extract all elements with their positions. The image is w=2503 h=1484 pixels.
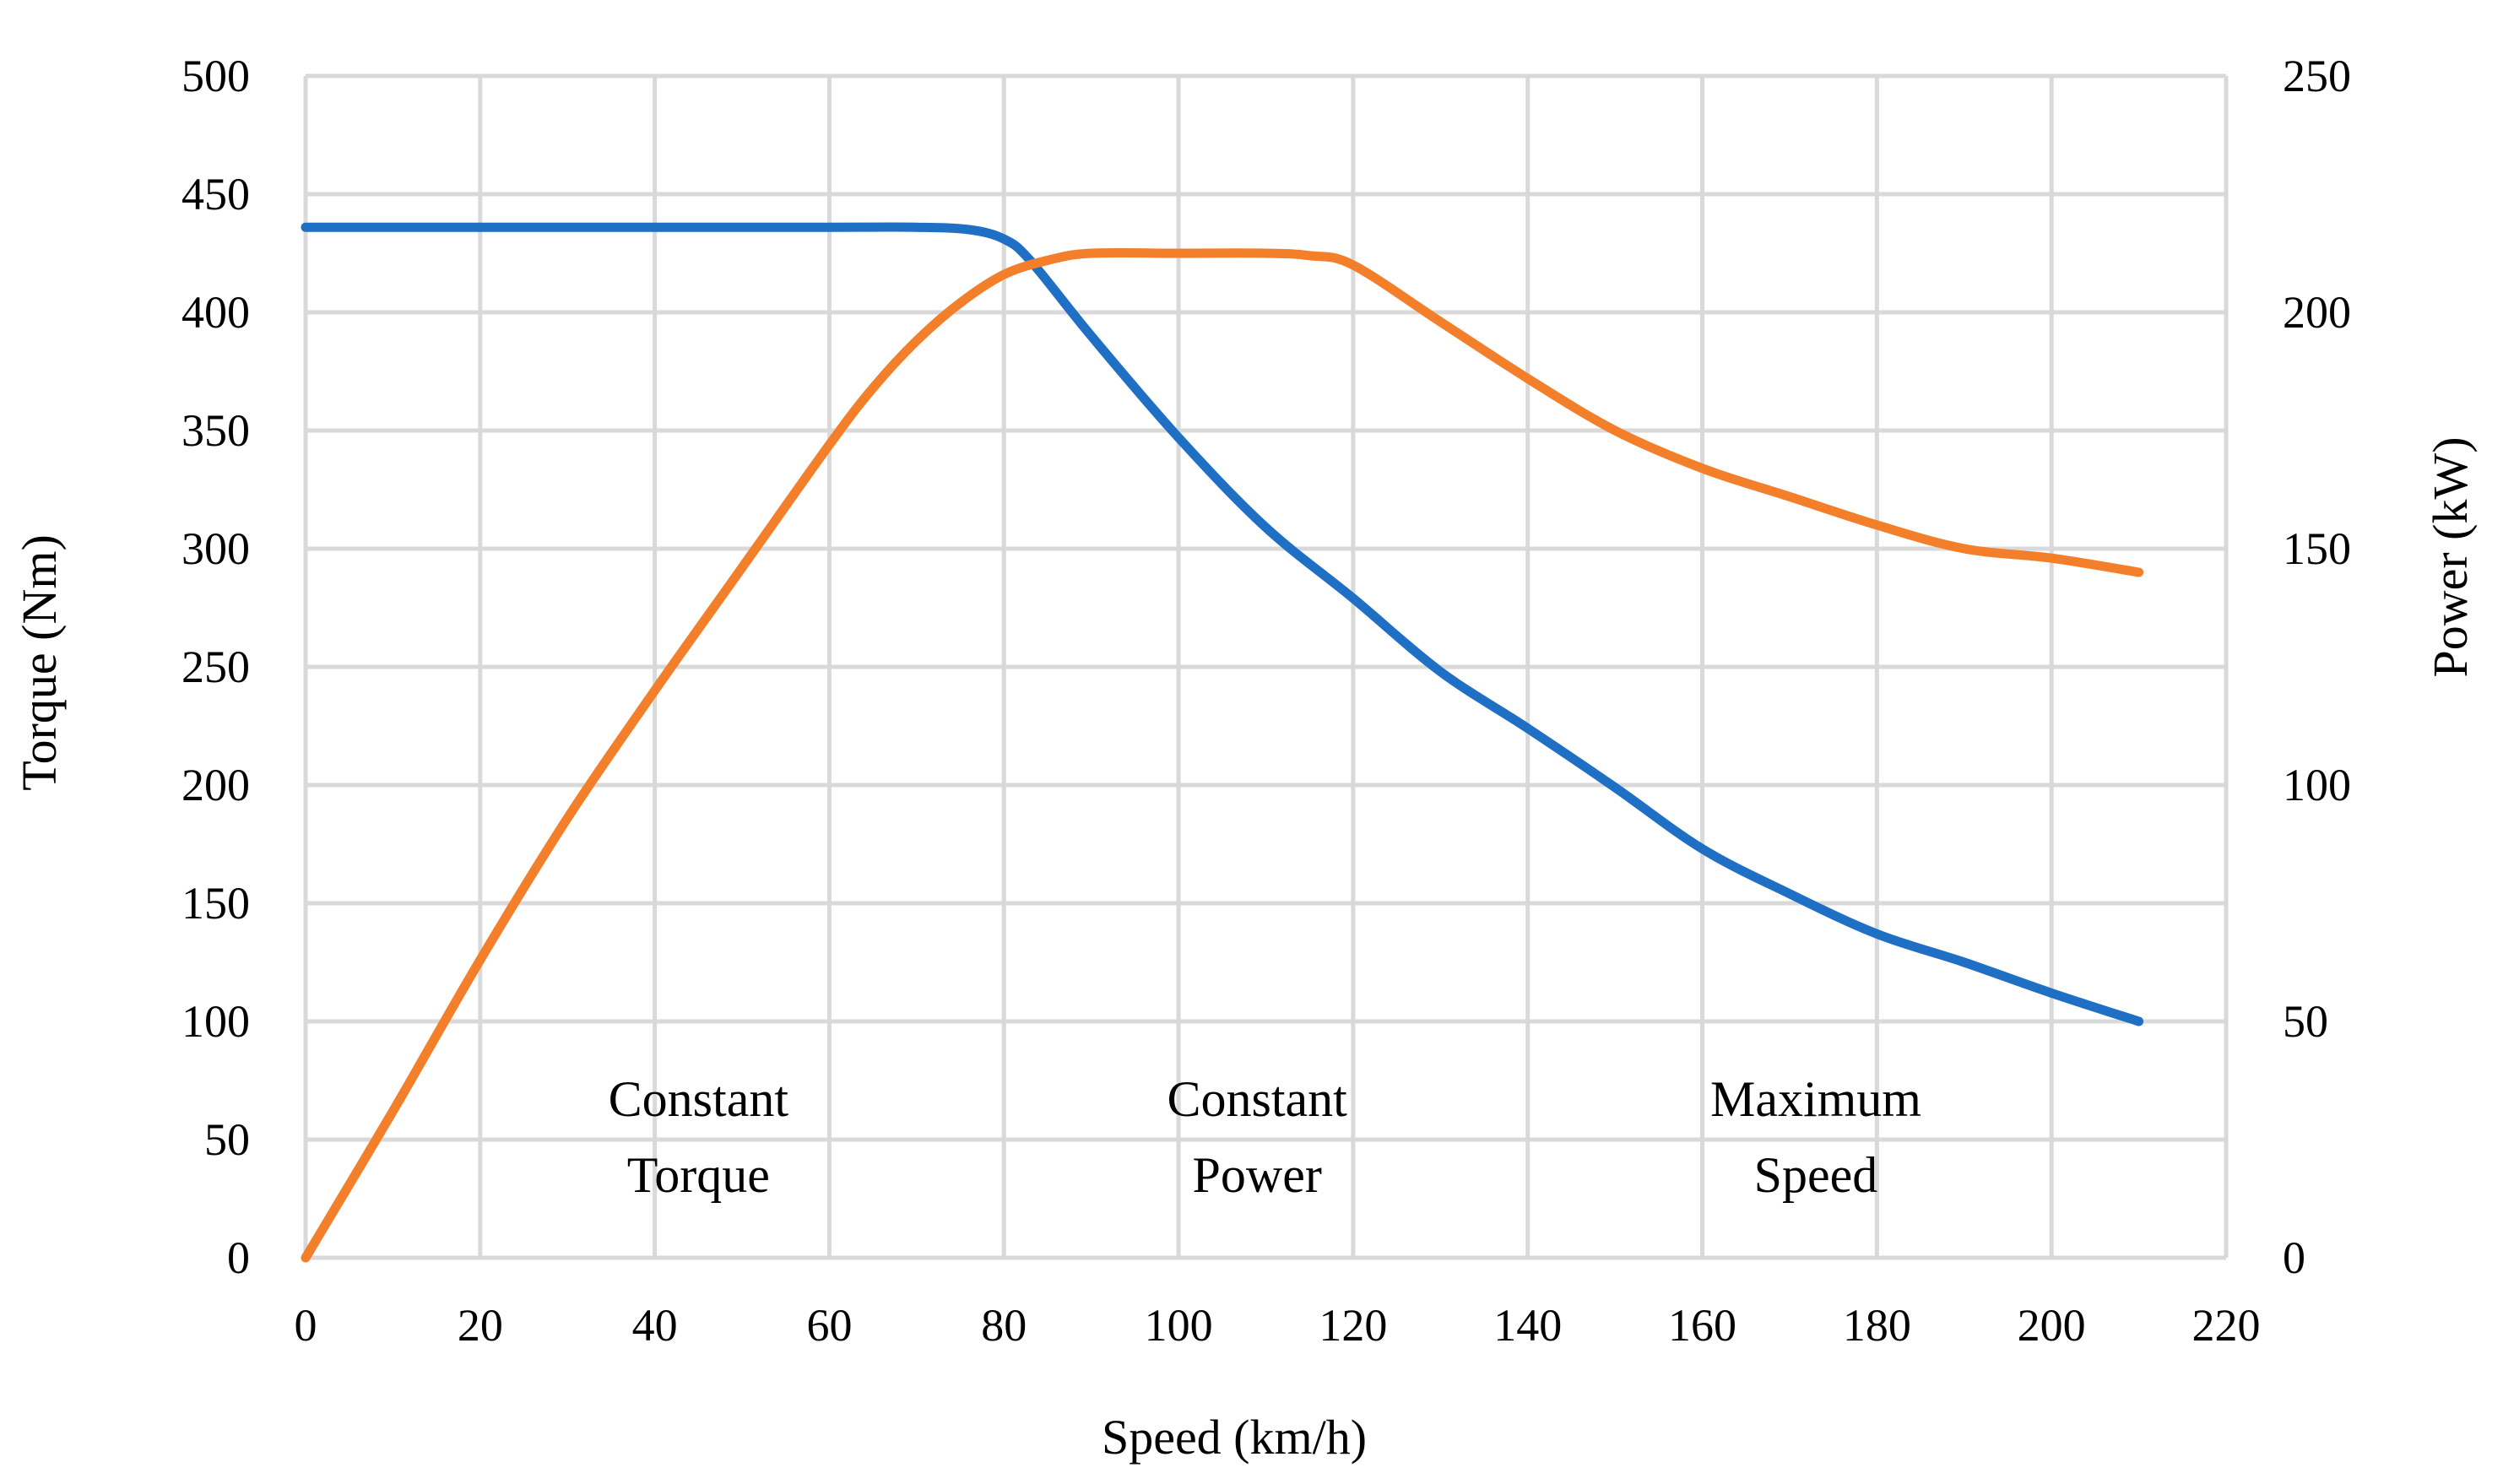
torque-line: [301, 222, 2144, 1026]
y-axis-ticks: 0 50 100 150 200 250 300 350 400 450 500: [181, 51, 250, 1283]
x-tick-label: 60: [806, 1300, 852, 1351]
y-tick-label: 450: [181, 169, 250, 219]
y-tick-label: 0: [227, 1232, 250, 1283]
x-tick-label: 20: [458, 1300, 503, 1351]
region-label-2: Power: [1193, 1147, 1322, 1203]
y2-tick-label: 150: [2283, 523, 2351, 574]
y-tick-label: 200: [181, 760, 250, 810]
x-axis-ticks: 0 20 40 60 80 100 120 140 160 180 200 220: [295, 1300, 2261, 1351]
x-tick-label: 180: [1843, 1300, 1911, 1351]
y-tick-label: 150: [181, 878, 250, 929]
region-label-1: Constant: [609, 1071, 789, 1127]
x-tick-label: 220: [2192, 1300, 2261, 1351]
y-tick-label: 400: [181, 287, 250, 338]
x-axis-title: Speed (km/h): [1102, 1410, 1367, 1465]
grid: [303, 73, 2229, 1260]
x-tick-label: 140: [1493, 1300, 1562, 1351]
y-tick-label: 50: [204, 1114, 250, 1165]
y2-axis-ticks: 0 50 100 150 200 250: [2283, 51, 2351, 1283]
y-tick-label: 300: [181, 523, 250, 574]
region-label-2: Constant: [1167, 1071, 1347, 1127]
power-line: [301, 247, 2144, 1263]
x-tick-label: 160: [1668, 1300, 1736, 1351]
y-tick-label: 350: [181, 405, 250, 456]
x-tick-label: 0: [295, 1300, 317, 1351]
annotations: Constant Torque Constant Power Maximum Speed: [609, 1071, 1921, 1203]
region-label-3: Speed: [1754, 1147, 1878, 1203]
x-tick-label: 120: [1319, 1300, 1387, 1351]
y-tick-label: 250: [181, 642, 250, 692]
y2-tick-label: 50: [2283, 996, 2328, 1047]
x-tick-label: 40: [632, 1300, 678, 1351]
region-label-1: Torque: [627, 1147, 770, 1203]
y-tick-label: 100: [181, 996, 250, 1047]
x-tick-label: 200: [2018, 1300, 2086, 1351]
y2-tick-label: 100: [2283, 760, 2351, 810]
series-layer: [301, 222, 2144, 1263]
y-tick-label: 500: [181, 51, 250, 101]
y2-tick-label: 250: [2283, 51, 2351, 101]
y-axis-title: Torque (Nm): [12, 534, 67, 791]
x-tick-label: 100: [1145, 1300, 1213, 1351]
y2-axis-title: Power (kW): [2423, 436, 2478, 677]
x-tick-label: 80: [981, 1300, 1027, 1351]
region-label-3: Maximum: [1710, 1071, 1921, 1127]
y2-tick-label: 0: [2283, 1232, 2305, 1283]
y2-tick-label: 200: [2283, 287, 2351, 338]
